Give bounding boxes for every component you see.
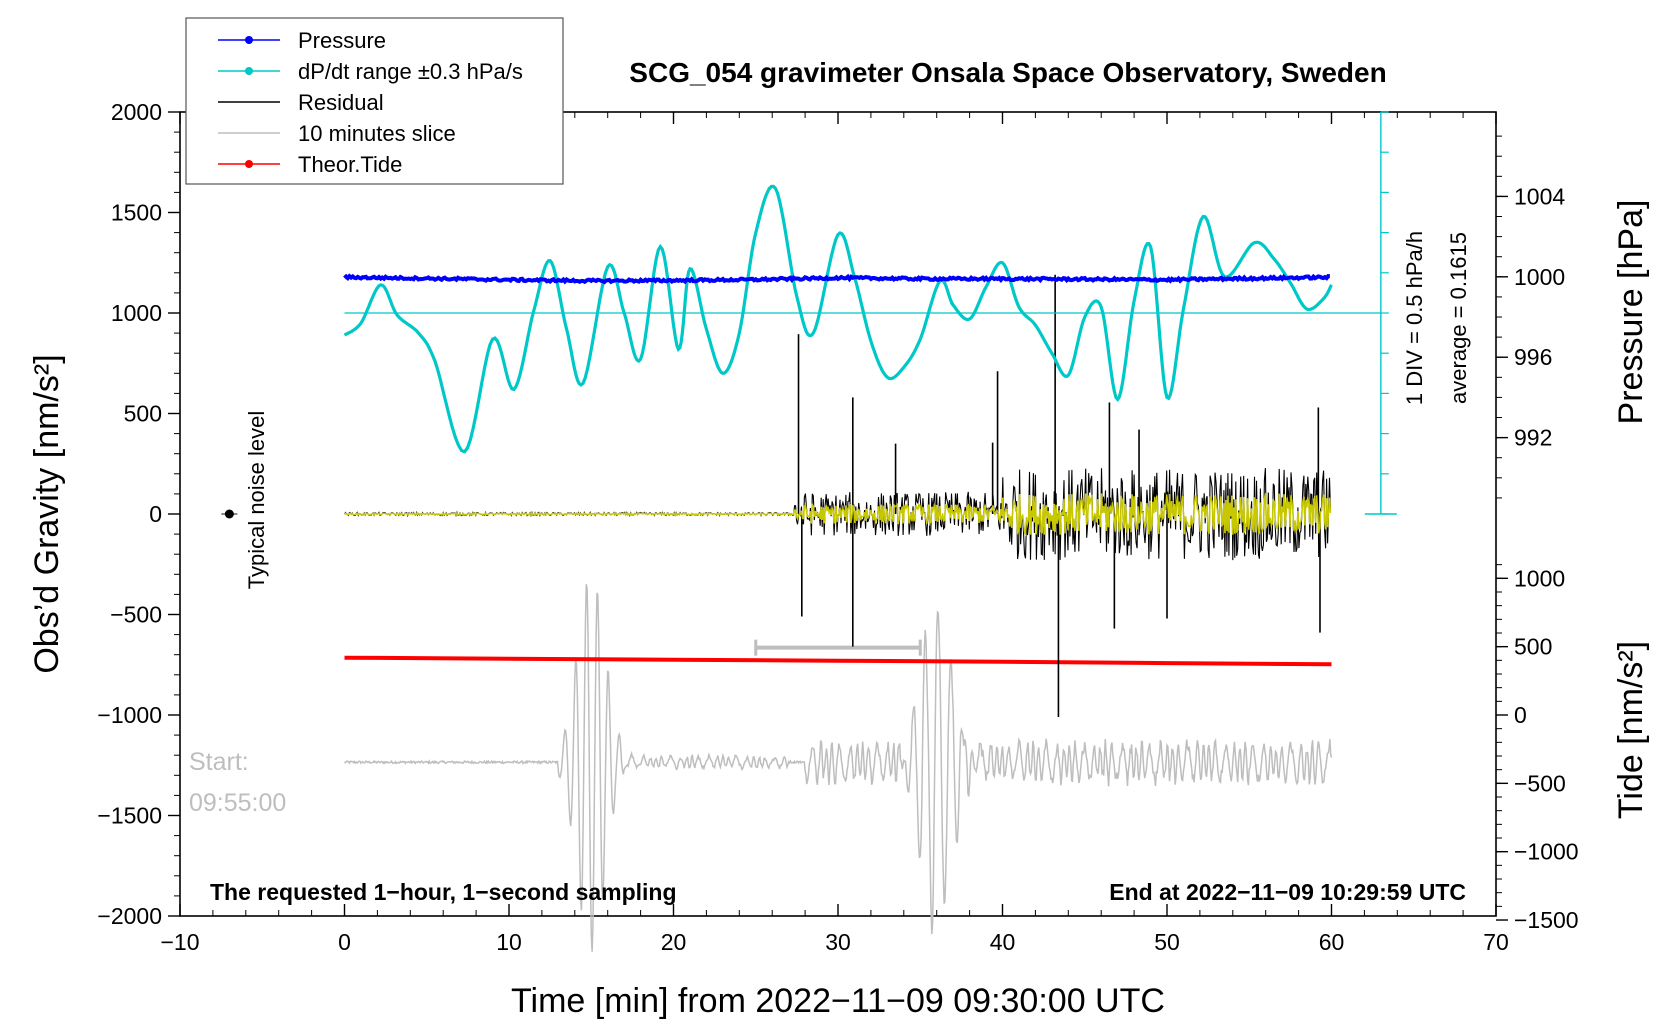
y-tick-label-tide: −500 [1514, 770, 1566, 796]
slice-layer [343, 584, 1333, 952]
slice-line [343, 584, 1333, 952]
y-tick-label-left: 1000 [111, 300, 162, 326]
x-tick-label: 40 [990, 929, 1016, 955]
residual-layer [344, 274, 1332, 718]
chart-title: SCG_054 gravimeter Onsala Space Observat… [629, 57, 1386, 88]
tide-line [344, 655, 1332, 667]
annotation-layer [221, 509, 238, 519]
y-tick-label-tide: 1000 [1514, 565, 1565, 591]
legend-label: dP/dt range ±0.3 hPa/s [298, 59, 523, 84]
y-tick-label-pressure: 1000 [1514, 264, 1565, 290]
legend-label: Theor.Tide [298, 152, 402, 177]
y-tick-label-pressure: 996 [1514, 344, 1552, 370]
y-tick-label-tide: 0 [1514, 702, 1527, 728]
pressure-layer [343, 273, 1331, 285]
y-axis-title-pressure: Pressure [hPa] [1612, 200, 1650, 425]
slice-start-label: Start: [189, 748, 249, 776]
y-axis-title-tide: Tide [nm/s²] [1612, 641, 1650, 819]
legend-swatch-marker [245, 160, 253, 168]
noise-level-label: Typical noise level [244, 411, 269, 590]
legend-swatch-marker [245, 67, 253, 75]
dpdt-line [343, 184, 1333, 454]
legend-box [185, 17, 564, 185]
y-tick-label-left: 0 [149, 501, 162, 527]
y-tick-label-left: −1000 [97, 702, 162, 728]
x-tick-label: 50 [1154, 929, 1180, 955]
legend-items: Pressure dP/dt range ±0.3 hPa/s Residual 10… [218, 28, 523, 177]
y-tick-label-pressure: 1004 [1514, 183, 1565, 209]
y-axis-title-left: Obs’d Gravity [nm/s²] [28, 354, 66, 673]
legend-label: 10 minutes slice [298, 121, 456, 146]
note-end-time: End at 2022−11−09 10:29:59 UTC [1109, 879, 1466, 905]
x-tick-label: 30 [825, 929, 851, 955]
y-tick-label-tide: 500 [1514, 634, 1552, 660]
y-tick-label-left: −2000 [97, 903, 162, 929]
y-tick-label-left: 1500 [111, 200, 162, 226]
y-tick-label-tide: −1500 [1514, 907, 1579, 933]
legend-label: Pressure [298, 28, 386, 53]
tide-layer [344, 655, 1332, 667]
y-tick-label-left: −500 [110, 602, 162, 628]
x-axis-title: Time [min] from 2022−11−09 09:30:00 UTC [511, 982, 1165, 1020]
x-tick-label: 60 [1319, 929, 1345, 955]
x-tick-label: 20 [661, 929, 687, 955]
tick-labels: −10 0 10 20 30 40 50 60 70 2000 1500 1000 500 0 −500 −1… [97, 99, 1578, 955]
pressure-line [343, 273, 1331, 285]
legend-swatch-marker [245, 36, 253, 44]
x-tick-label: 0 [338, 929, 351, 955]
slice-start-time: 09:55:00 [189, 789, 286, 817]
noise-dot [224, 509, 234, 519]
note-sampling: The requested 1−hour, 1−second sampling [210, 879, 677, 905]
y-tick-label-tide: −1000 [1514, 839, 1579, 865]
y-tick-label-left: −1500 [97, 803, 162, 829]
legend-label: Residual [298, 90, 384, 115]
y-tick-label-left: 2000 [111, 99, 162, 125]
pressure-average-note: average = 0.1615 [1446, 232, 1471, 404]
pressure-scale-note: 1 DIV = 0.5 hPa/h [1402, 231, 1427, 405]
residual-filtered-line [344, 493, 1332, 537]
y-tick-label-pressure: 992 [1514, 425, 1552, 451]
y-tick-label-left: 500 [124, 401, 162, 427]
x-tick-label: 10 [496, 929, 522, 955]
dpdt-layer [343, 111, 1397, 515]
x-tick-label: 70 [1483, 929, 1509, 955]
legend: Pressure dP/dt range ±0.3 hPa/s Residual 10… [185, 17, 564, 185]
x-tick-label: −10 [160, 929, 199, 955]
